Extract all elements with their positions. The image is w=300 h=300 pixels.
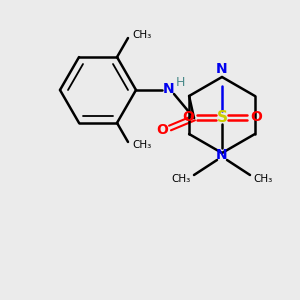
- Text: CH₃: CH₃: [254, 174, 273, 184]
- Text: H: H: [175, 76, 185, 88]
- Text: CH₃: CH₃: [132, 140, 152, 150]
- Text: CH₃: CH₃: [171, 174, 190, 184]
- Text: O: O: [156, 123, 168, 137]
- Text: N: N: [216, 148, 228, 162]
- Text: O: O: [182, 110, 194, 124]
- Text: N: N: [216, 62, 228, 76]
- Text: S: S: [217, 110, 227, 124]
- Text: N: N: [163, 82, 175, 96]
- Text: O: O: [250, 110, 262, 124]
- Text: CH₃: CH₃: [132, 30, 152, 40]
